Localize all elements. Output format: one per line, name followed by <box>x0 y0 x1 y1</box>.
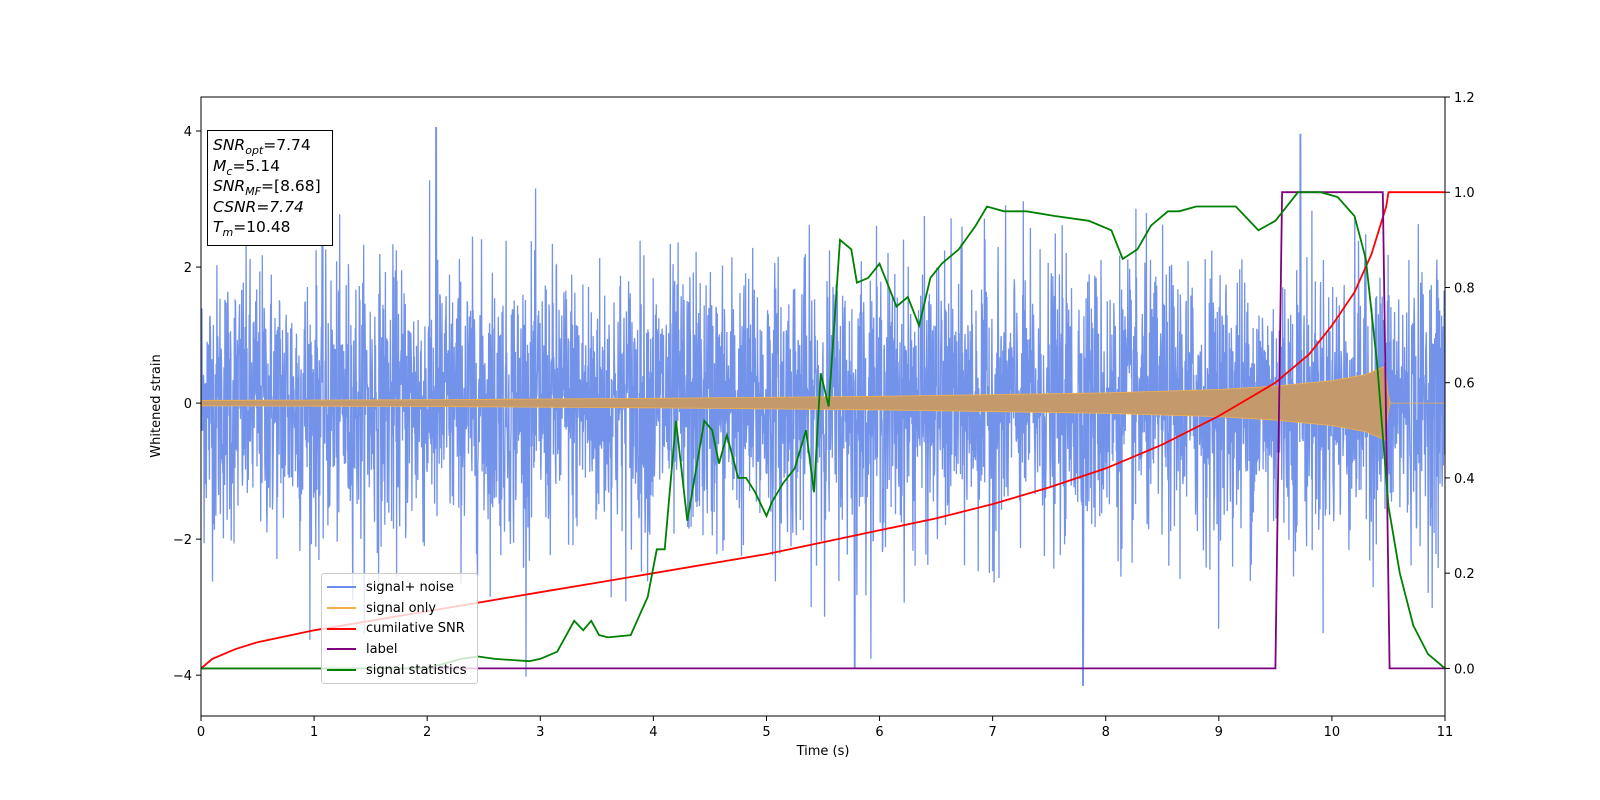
plot-frame <box>200 96 1446 717</box>
x-tick-label: 2 <box>423 725 431 740</box>
series-signal-statistics <box>201 191 1445 670</box>
legend-label: label <box>366 641 398 657</box>
legend-swatch <box>327 627 356 630</box>
legend-label: signal+ noise <box>366 579 455 595</box>
legend-item-cumulative-snr: cumilative SNR <box>327 618 477 639</box>
y2-tick-label: 0.2 <box>1454 567 1475 582</box>
legend-label: signal only <box>366 600 437 616</box>
chirp-mass-text: Mc=5.14 <box>213 156 280 178</box>
x-tick-label: 0 <box>197 725 205 740</box>
metrics-box: SNRopt=7.74 Mc=5.14 SNRMF=[8.68] CSNR=7.… <box>207 130 333 246</box>
x-axis: 0 1 2 3 4 5 6 7 8 9 10 11 <box>197 716 1453 740</box>
csnr-text: CSNR=7.74 <box>213 197 304 216</box>
legend-label: cumilative SNR <box>366 621 465 637</box>
y-axis-right: 1.2 1.0 0.8 0.6 0.4 0.2 0.0 <box>1445 91 1475 677</box>
x-tick-label: 1 <box>310 725 318 740</box>
snr-mf-text: SNRMF=[8.68] <box>213 177 321 199</box>
legend: signal+ noise signal only cumilative SNR… <box>321 573 478 684</box>
series-signal-only <box>201 365 1445 441</box>
x-tick-label: 3 <box>536 725 544 740</box>
y-tick-label: −4 <box>173 669 192 684</box>
y-axis-label: Whitened strain <box>149 354 164 457</box>
legend-swatch <box>327 586 356 589</box>
x-tick-label: 7 <box>988 725 996 740</box>
x-tick-label: 6 <box>875 725 883 740</box>
y2-tick-label: 0.8 <box>1454 281 1475 296</box>
x-tick-label: 9 <box>1215 725 1223 740</box>
legend-item-signal-noise: signal+ noise <box>327 577 477 598</box>
x-tick-label: 5 <box>762 725 770 740</box>
y2-tick-label: 0.4 <box>1454 472 1475 487</box>
x-axis-label: Time (s) <box>796 744 850 759</box>
y-tick-label: 4 <box>184 125 192 140</box>
legend-item-signal-statistics: signal statistics <box>327 660 477 681</box>
y-axis-left: 4 2 0 −2 −4 <box>173 125 201 684</box>
y-tick-label: 2 <box>184 261 192 276</box>
y2-tick-label: 1.2 <box>1454 91 1475 106</box>
x-tick-label: 11 <box>1437 725 1454 740</box>
y2-tick-label: 0.6 <box>1454 377 1475 392</box>
legend-label: signal statistics <box>366 662 467 678</box>
snr-opt-text: SNRopt=7.74 <box>213 136 311 158</box>
legend-item-label: label <box>327 639 477 660</box>
merger-time-text: Tm=10.48 <box>213 218 291 240</box>
legend-swatch <box>327 648 356 651</box>
y2-tick-label: 0.0 <box>1454 662 1475 677</box>
legend-swatch <box>327 607 356 610</box>
y2-tick-label: 1.0 <box>1454 186 1475 201</box>
x-tick-label: 10 <box>1324 725 1341 740</box>
legend-swatch <box>327 669 356 672</box>
legend-item-signal-only: signal only <box>327 598 477 619</box>
x-tick-label: 4 <box>649 725 657 740</box>
x-tick-label: 8 <box>1102 725 1110 740</box>
series-label <box>201 191 1445 670</box>
y-tick-label: 0 <box>184 397 192 412</box>
y-tick-label: −2 <box>173 533 192 548</box>
